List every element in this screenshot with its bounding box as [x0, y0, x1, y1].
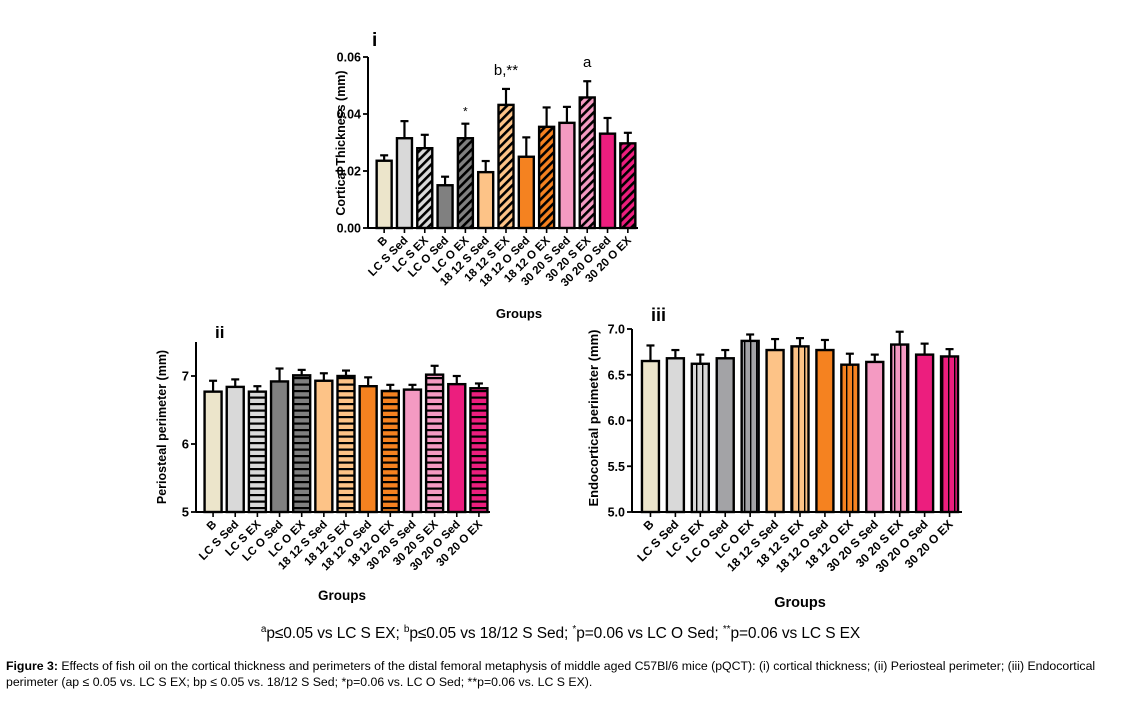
- footnote-star-superscript: *: [572, 624, 577, 635]
- bar-18-12-s-sed: [765, 348, 785, 514]
- bar-18-12-o-ex: [840, 363, 860, 514]
- bar-lc-s-ex: [690, 362, 711, 514]
- y-tick-label: 5: [182, 505, 189, 520]
- bar-b: [640, 359, 661, 514]
- significance-annotation: *: [463, 105, 468, 119]
- x-tick-label: B: [376, 235, 390, 249]
- bar-lc-s-ex: [416, 146, 434, 230]
- y-tick-label: 5.0: [608, 506, 625, 520]
- figure-caption-text: Effects of fish oil on the cortical thic…: [6, 659, 1096, 689]
- bar-18-12-s-ex: [336, 374, 356, 514]
- bar-b: [203, 390, 223, 514]
- y-tick-label: 5.5: [608, 460, 625, 474]
- y-tick-label: 0.06: [337, 51, 361, 65]
- significance-annotation: a: [583, 54, 592, 71]
- bar-30-20-s-sed: [558, 121, 576, 230]
- bar-30-20-o-sed: [914, 353, 935, 514]
- bar-lc-s-sed: [665, 357, 686, 514]
- bar-lc-o-sed: [269, 380, 290, 514]
- y-axis-label: Endocortical perimeter (mm): [586, 330, 601, 507]
- bar-30-20-s-ex: [578, 96, 596, 230]
- bar-lc-s-sed: [395, 137, 414, 230]
- bar-30-20-o-sed: [598, 132, 617, 230]
- panel-label: iii: [651, 305, 666, 325]
- bar-lc-o-sed: [436, 184, 454, 230]
- bar-b: [375, 159, 393, 230]
- bar-18-12-o-ex: [537, 125, 556, 230]
- bar-30-20-s-ex: [889, 343, 910, 514]
- significance-annotation: b,**: [494, 62, 518, 79]
- y-axis-label: Cortical Thickness (mm): [334, 70, 348, 215]
- bar-18-12-o-sed: [815, 348, 835, 514]
- bar-30-20-o-ex: [619, 142, 637, 230]
- footnote-double-star-superscript: **: [722, 624, 731, 635]
- bar-lc-s-ex: [247, 390, 268, 514]
- bar-30-20-o-sed: [447, 382, 467, 514]
- y-axis-label: Periosteal perimeter (mm): [155, 350, 169, 504]
- y-tick-label: 7: [182, 369, 189, 384]
- y-tick-label: 6.0: [608, 414, 625, 428]
- x-tick-label: B: [641, 517, 657, 533]
- bar-18-12-o-ex: [380, 389, 401, 514]
- bar-30-20-s-sed: [402, 388, 423, 514]
- bar-lc-o-ex: [740, 339, 760, 514]
- y-tick-label: 6: [182, 437, 189, 452]
- bar-18-12-s-sed: [476, 170, 495, 230]
- footnote-a-text: p≤0.05 vs LC S EX;: [266, 625, 404, 643]
- x-axis-label: Groups: [496, 306, 542, 321]
- footnote-double-star-text: p=0.06 vs LC S EX: [730, 625, 861, 643]
- y-tick-label: 7.0: [608, 323, 625, 337]
- bar-18-12-s-ex: [790, 345, 810, 514]
- panel-label: ii: [215, 323, 224, 342]
- bar-18-12-s-sed: [314, 379, 334, 514]
- y-tick-label: 6.5: [608, 368, 625, 382]
- footnote-b-text: p≤0.05 vs 18/12 S Sed;: [409, 625, 573, 643]
- bar-18-12-s-ex: [497, 103, 515, 230]
- bar-lc-o-sed: [715, 357, 735, 514]
- y-tick-label: 0.02: [337, 165, 361, 179]
- bar-30-20-s-ex: [424, 373, 445, 514]
- y-tick-label: 0.04: [337, 108, 361, 122]
- footnote-b-superscript: b: [403, 624, 410, 635]
- x-axis-label: Groups: [318, 588, 366, 603]
- footnote-a-superscript: a: [260, 624, 267, 635]
- footnote-star-text: p=0.06 vs LC O Sed;: [576, 625, 723, 643]
- bar-18-12-o-sed: [517, 155, 536, 230]
- figure-caption: Figure 3: Effects of fish oil on the cor…: [6, 658, 1116, 690]
- x-axis-label: Groups: [774, 595, 826, 611]
- bar-30-20-s-sed: [865, 360, 885, 514]
- bar-18-12-o-sed: [358, 385, 378, 514]
- figure-caption-label: Figure 3:: [6, 659, 58, 673]
- y-tick-label: 0.00: [337, 222, 361, 236]
- bar-lc-o-ex: [456, 137, 475, 230]
- x-tick-label: B: [205, 519, 219, 533]
- bar-lc-s-sed: [225, 385, 245, 514]
- panel-label: i: [372, 30, 377, 51]
- bar-lc-o-ex: [291, 374, 312, 514]
- bar-30-20-o-ex: [469, 387, 489, 514]
- bar-30-20-o-ex: [939, 355, 960, 514]
- significance-footnote: ap≤0.05 vs LC S EX; bp≤0.05 vs 18/12 S S…: [0, 624, 1121, 643]
